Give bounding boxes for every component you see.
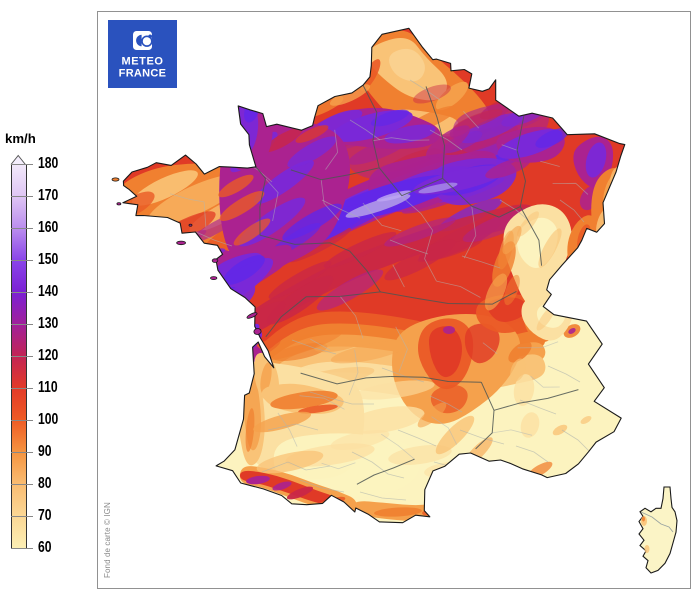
- svg-text:FRANCE: FRANCE: [119, 68, 167, 80]
- svg-text:METEO: METEO: [121, 56, 163, 68]
